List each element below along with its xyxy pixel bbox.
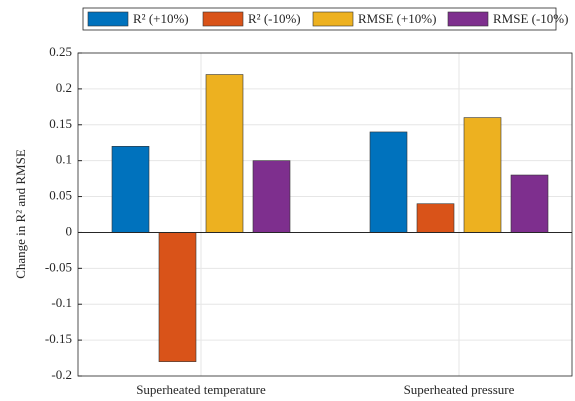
legend-label: RMSE (+10%) xyxy=(358,11,436,26)
y-tick-label: -0.15 xyxy=(45,331,72,346)
legend-label: RMSE (-10%) xyxy=(493,11,568,26)
bar xyxy=(205,74,244,233)
bar xyxy=(252,160,291,233)
y-tick-label: 0.2 xyxy=(56,80,72,95)
bar xyxy=(416,203,455,233)
bar xyxy=(111,146,150,233)
y-tick-label: 0.15 xyxy=(49,116,72,131)
y-tick-label: 0.25 xyxy=(49,44,72,59)
legend-swatch xyxy=(202,11,244,27)
y-tick-label: -0.05 xyxy=(45,259,72,274)
x-tick-label: Superheated pressure xyxy=(404,382,515,397)
legend-swatch xyxy=(87,11,129,27)
y-tick-label: -0.1 xyxy=(51,295,72,310)
axes-box xyxy=(77,52,573,377)
y-axis-label: Change in R² and RMSE xyxy=(13,149,28,279)
bar xyxy=(369,131,408,233)
bar xyxy=(158,232,197,362)
y-tick-label: 0.05 xyxy=(49,188,72,203)
legend-swatch xyxy=(447,11,489,27)
y-tick-label: 0 xyxy=(66,223,73,238)
x-tick-label: Superheated temperature xyxy=(136,382,266,397)
legend-label: R² (+10%) xyxy=(133,11,189,26)
bar xyxy=(463,117,502,233)
legend-swatch xyxy=(312,11,354,27)
y-tick-label: 0.1 xyxy=(56,152,72,167)
y-tick-label: -0.2 xyxy=(51,367,72,382)
legend-label: R² (-10%) xyxy=(248,11,301,26)
bar xyxy=(510,174,549,233)
